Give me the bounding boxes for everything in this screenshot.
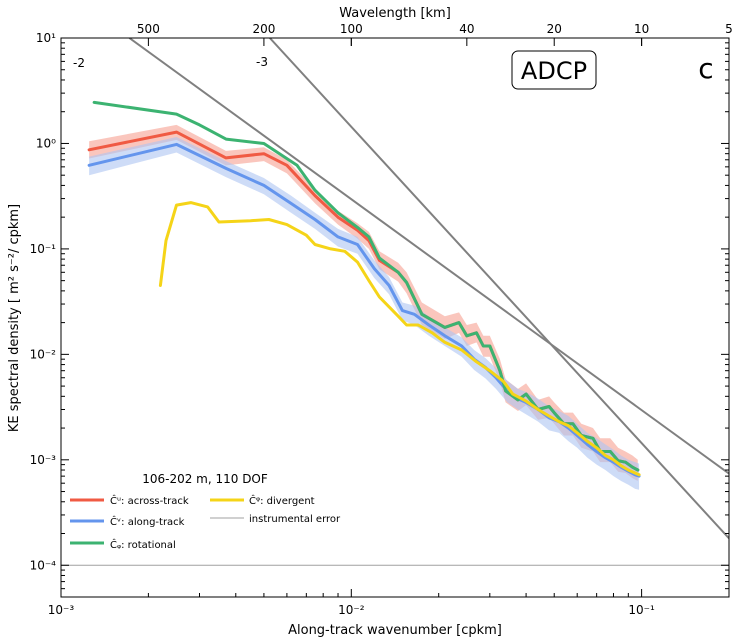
axis-ticks <box>60 37 730 598</box>
series-line-3 <box>158 201 641 477</box>
y-axis-label: KE spectral density [ m² s⁻²/ cpkm] <box>7 204 22 432</box>
confidence-bands <box>89 124 640 490</box>
y-tick-label: 10⁰ <box>36 136 56 150</box>
x-axis-label: Along-track wavenumber [cpkm] <box>288 623 502 638</box>
top-tick-label: 5 <box>725 22 733 36</box>
top-tick-label: 500 <box>137 22 160 36</box>
slope-label-minus-3: -3 <box>256 55 268 69</box>
annotation-text: 106-202 m, 110 DOF <box>142 472 268 486</box>
y-tick-label: 10¹ <box>36 31 56 45</box>
spectrum-series <box>87 100 641 478</box>
top-axis-label: Wavelength [km] <box>339 6 451 21</box>
series-line-2 <box>92 100 640 472</box>
axis-tick-labels: 10⁻³ 10⁻² 10⁻¹ 10⁻⁴ 10⁻³ 10⁻² 10⁻¹ 10⁰ 10¹ 500 200… <box>30 22 733 617</box>
slope-label-minus-2: -2 <box>73 56 85 70</box>
legend-label-divergent: Ĉᵠ: divergent <box>249 494 315 507</box>
top-tick-label: 200 <box>252 22 275 36</box>
confidence-band-1 <box>89 137 640 490</box>
legend: Ĉᵘ: across-track Ĉᵛ: along-track Ĉᵩ: rot… <box>70 494 341 551</box>
reference-line-slope-2 <box>128 38 729 475</box>
legend-label-instrumental-error: instrumental error <box>249 514 341 525</box>
y-tick-label: 10⁻¹ <box>30 242 57 256</box>
y-tick-label: 10⁻³ <box>30 453 57 467</box>
top-tick-label: 20 <box>547 22 562 36</box>
y-tick-label: 10⁻⁴ <box>30 558 57 572</box>
top-tick-label: 100 <box>340 22 363 36</box>
legend-label-along-track: Ĉᵛ: along-track <box>110 515 185 528</box>
panel-label-box <box>511 50 597 90</box>
x-tick-label: 10⁻³ <box>48 603 75 617</box>
legend-label-across-track: Ĉᵘ: across-track <box>110 494 189 507</box>
panel-letter: c <box>698 52 713 85</box>
top-tick-label: 10 <box>634 22 649 36</box>
plot-frame <box>60 37 730 598</box>
legend-label-rotational: Ĉᵩ: rotational <box>110 538 176 551</box>
panel-label: ADCP <box>521 57 587 85</box>
reference-line-slope-3 <box>269 38 729 540</box>
x-tick-label: 10⁻² <box>338 603 365 617</box>
reference-slope-lines <box>128 38 729 540</box>
y-tick-label: 10⁻² <box>30 347 57 361</box>
x-tick-label: 10⁻¹ <box>628 603 655 617</box>
top-tick-label: 40 <box>459 22 474 36</box>
